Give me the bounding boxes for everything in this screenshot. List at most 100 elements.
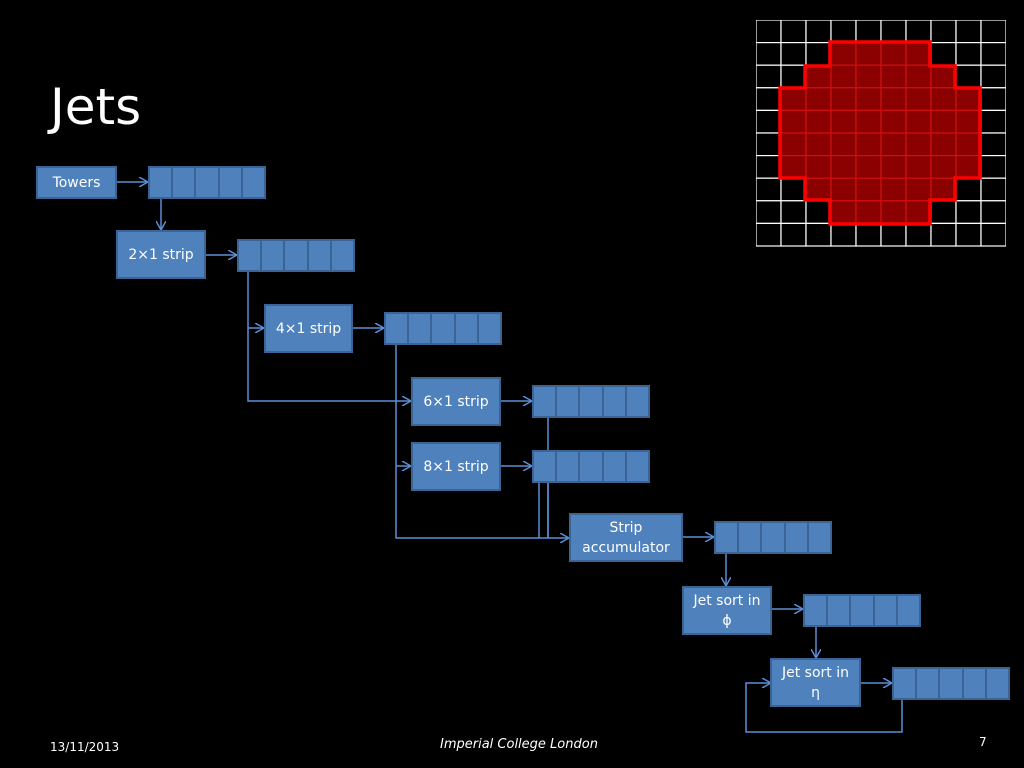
register-cell — [150, 168, 174, 197]
tower-cell — [780, 20, 807, 44]
jet-sort-eta-block: Jet sort in η — [770, 658, 861, 707]
towers-label: Towers — [52, 174, 101, 191]
register-6x1 — [532, 385, 650, 418]
register-cell — [716, 523, 740, 552]
register-sort-phi — [803, 594, 921, 627]
tower-cell — [930, 20, 957, 44]
jet-tower-grid — [756, 20, 1006, 247]
tower-cell — [855, 20, 882, 44]
tower-cell — [805, 222, 832, 247]
jet-tower-cell — [855, 200, 882, 225]
jet-tower-cell — [880, 109, 907, 134]
jet-tower-cell — [855, 155, 882, 179]
jet-tower-cell — [830, 177, 857, 202]
register-cell — [557, 452, 581, 481]
wire-feedback-loop — [745, 683, 903, 733]
register-cell — [285, 241, 309, 270]
register-cell — [805, 596, 829, 625]
register-cell — [332, 241, 353, 270]
jet-tower-cell — [905, 87, 932, 112]
register-cell — [627, 452, 648, 481]
slide-title: Jets — [50, 78, 142, 136]
register-cell — [627, 387, 648, 416]
jet-sort-eta-label-line1: Jet sort in — [782, 664, 849, 681]
jet-tower-cell — [805, 132, 832, 157]
towers-block: Towers — [36, 166, 117, 199]
jet-tower-cell — [905, 177, 932, 202]
wire-reg1-to-6x1 — [247, 328, 411, 401]
register-cell — [604, 387, 627, 416]
tower-cell — [930, 42, 957, 66]
jet-tower-cell — [930, 87, 957, 112]
tower-cell — [780, 200, 807, 225]
tower-cell — [930, 222, 957, 247]
tower-cell — [756, 222, 782, 247]
tower-cell — [855, 222, 882, 247]
tower-cell — [880, 20, 907, 44]
register-cell — [894, 669, 918, 698]
jet-tower-cell — [805, 109, 832, 134]
tower-cell — [980, 20, 1006, 44]
jet-tower-cell — [830, 155, 857, 179]
register-cell — [220, 168, 243, 197]
wire-reg1-to-4x1 — [247, 272, 264, 328]
footer-page-number: 7 — [979, 735, 987, 749]
tower-cell — [756, 155, 782, 179]
strip-6x1-block: 6×1 strip — [411, 377, 501, 426]
register-cell — [739, 523, 763, 552]
strip-accumulator-label-line2: accumulator — [582, 539, 670, 556]
register-cell — [898, 596, 919, 625]
jet-tower-cell — [880, 87, 907, 112]
register-cell — [456, 314, 479, 343]
register-2x1 — [237, 239, 355, 272]
jet-tower-cell — [955, 109, 982, 134]
tower-cell — [955, 20, 982, 44]
register-cell — [479, 314, 500, 343]
jet-tower-cell — [780, 132, 807, 157]
register-cell — [875, 596, 898, 625]
register-cell — [762, 523, 786, 552]
jet-tower-cell — [855, 109, 882, 134]
jet-tower-cell — [805, 155, 832, 179]
register-cell — [196, 168, 220, 197]
register-cell — [809, 523, 830, 552]
tower-cell — [905, 222, 932, 247]
jet-tower-cell — [905, 42, 932, 66]
strip-8x1-label: 8×1 strip — [423, 458, 489, 475]
jet-footprint-outline — [778, 40, 982, 226]
tower-cell — [805, 20, 832, 44]
tower-cell — [980, 42, 1006, 66]
jet-tower-cell — [855, 87, 882, 112]
tower-cell — [756, 132, 782, 157]
register-towers — [148, 166, 266, 199]
tower-cell — [756, 42, 782, 66]
jet-tower-cell — [880, 155, 907, 179]
jet-tower-cell — [905, 155, 932, 179]
tower-cell — [955, 177, 982, 202]
register-cell — [604, 452, 627, 481]
jet-tower-cell — [805, 177, 832, 202]
tower-cell — [756, 20, 782, 44]
strip-6x1-label: 6×1 strip — [423, 393, 489, 410]
jet-tower-cell — [780, 155, 807, 179]
jet-tower-cell — [805, 87, 832, 112]
tower-cell — [980, 222, 1006, 247]
jet-tower-cell — [855, 64, 882, 89]
jet-tower-cell — [780, 87, 807, 112]
wire-reg2-to-accumulator — [395, 345, 569, 538]
jet-tower-cell — [930, 132, 957, 157]
tower-cell — [955, 64, 982, 89]
jet-tower-cell — [905, 132, 932, 157]
register-cell — [409, 314, 433, 343]
jet-sort-phi-block: Jet sort in ϕ — [682, 586, 772, 635]
register-cell — [262, 241, 286, 270]
register-cell — [851, 596, 875, 625]
jet-tower-cell — [830, 42, 857, 66]
jet-tower-cell — [880, 42, 907, 66]
register-cell — [309, 241, 332, 270]
jet-tower-cell — [930, 177, 957, 202]
tower-cell — [980, 64, 1006, 89]
register-accumulator — [714, 521, 832, 554]
jet-tower-cell — [955, 155, 982, 179]
